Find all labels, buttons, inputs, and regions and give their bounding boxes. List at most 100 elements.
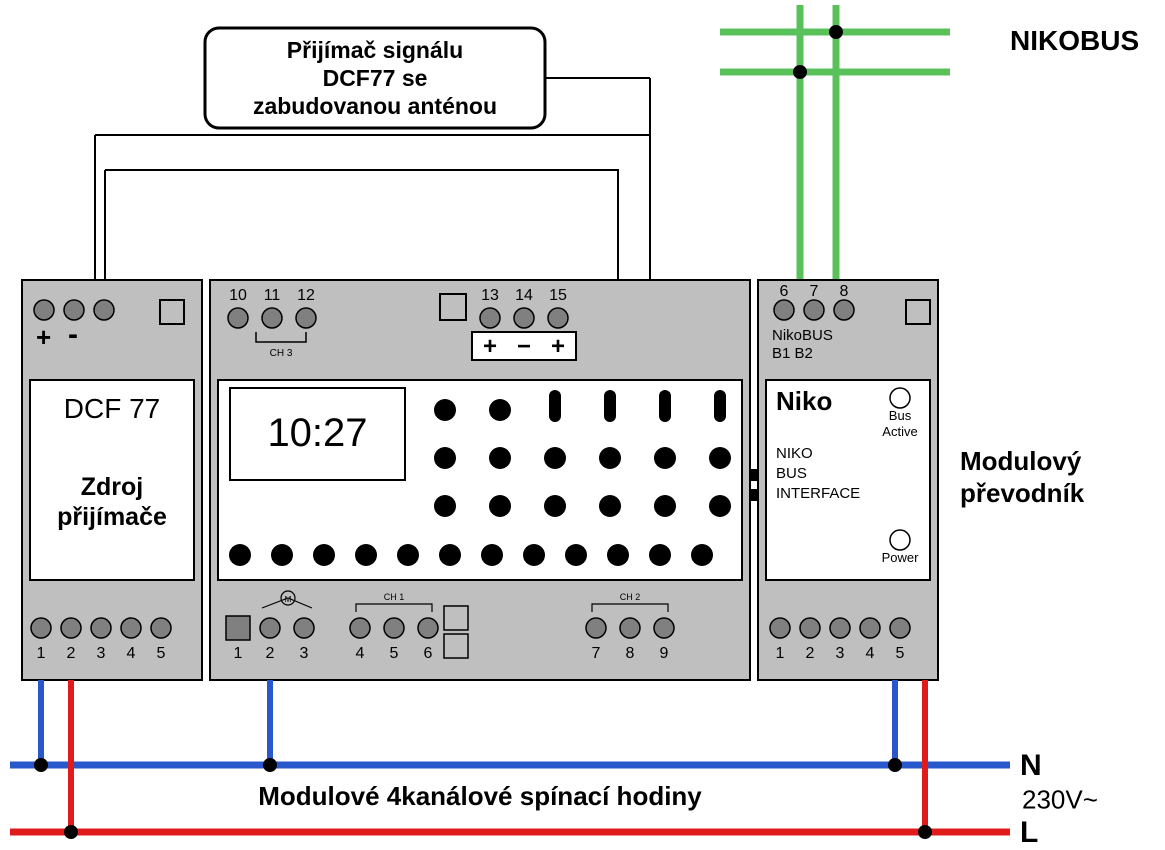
svg-text:5: 5 <box>157 645 166 662</box>
svg-text:CH 2: CH 2 <box>620 592 641 602</box>
svg-text:−: − <box>517 333 531 360</box>
left-top-term-1 <box>64 300 84 320</box>
mid-dotrow-9 <box>607 544 629 566</box>
grid-dot-2-3 <box>599 495 621 517</box>
mid-bot-term-5 <box>384 618 404 638</box>
grid-dot-1-3 <box>599 447 621 469</box>
grid-pill-3 <box>604 390 616 422</box>
svg-text:+: + <box>483 333 497 360</box>
mid-bot-term-8 <box>620 618 640 638</box>
mid-dotrow-8 <box>565 544 587 566</box>
svg-text:1: 1 <box>234 645 243 662</box>
svg-text:14: 14 <box>515 287 533 304</box>
right-top-term-8 <box>834 300 854 320</box>
mid-top-r-term-0 <box>480 308 500 328</box>
grid-dot-0-1 <box>489 399 511 421</box>
grid-pill-2 <box>549 390 561 422</box>
svg-text:15: 15 <box>549 287 567 304</box>
mid-dotrow-10 <box>649 544 671 566</box>
mid-top-r-term-1 <box>514 308 534 328</box>
svg-text:8: 8 <box>840 283 849 300</box>
left-top-term-0 <box>34 300 54 320</box>
nikobus-junction-1 <box>829 25 843 39</box>
svg-text:4: 4 <box>356 645 365 662</box>
left-top-term-2 <box>94 300 114 320</box>
svg-text:7: 7 <box>810 283 819 300</box>
svg-text:3: 3 <box>836 645 845 662</box>
mid-bot-term-2 <box>260 618 280 638</box>
mod-prevodnik-0: Modulový <box>960 446 1082 476</box>
nikobus-junction-2 <box>793 65 807 79</box>
left-bot-term-0 <box>31 618 51 638</box>
svg-text:12: 12 <box>297 287 315 304</box>
right-bot-term-1 <box>770 618 790 638</box>
svg-text:3: 3 <box>300 645 309 662</box>
zdroj-label-0: Zdroj <box>81 473 144 501</box>
grid-dot-1-1 <box>489 447 511 469</box>
led-bus-active <box>890 388 910 408</box>
mid-top-r-term-2 <box>548 308 568 328</box>
mid-top-l-term-0 <box>228 308 248 328</box>
mid-bot-term-6 <box>418 618 438 638</box>
grid-pill-5 <box>714 390 726 422</box>
svg-text:2: 2 <box>67 645 76 662</box>
nikobus-if-2: INTERFACE <box>776 485 860 502</box>
grid-pill-4 <box>659 390 671 422</box>
svg-text:9: 9 <box>660 645 669 662</box>
zdroj-label-1: přijímače <box>57 503 167 531</box>
grid-dot-1-5 <box>709 447 731 469</box>
right-bot-term-4 <box>860 618 880 638</box>
receiver-text-1: DCF77 se <box>323 65 428 91</box>
mid-dotrow-2 <box>313 544 335 566</box>
receiver-text-0: Přijímač signálu <box>287 37 463 63</box>
svg-text:CH 3: CH 3 <box>270 348 293 359</box>
svg-text:NikoBUS: NikoBUS <box>772 327 833 344</box>
left-bot-term-4 <box>151 618 171 638</box>
mid-dotrow-4 <box>397 544 419 566</box>
svg-text:2: 2 <box>806 645 815 662</box>
bottom-title: Modulové 4kanálové spínací hodiny <box>258 781 702 811</box>
svg-text:8: 8 <box>626 645 635 662</box>
mid-dotrow-11 <box>691 544 713 566</box>
left-minus: - <box>68 318 78 351</box>
grid-dot-2-4 <box>654 495 676 517</box>
svg-text:Active: Active <box>882 424 917 439</box>
niko-logo: Niko <box>776 386 832 416</box>
svg-text:5: 5 <box>896 645 905 662</box>
right-bot-term-2 <box>800 618 820 638</box>
svg-text:6: 6 <box>424 645 433 662</box>
svg-text:B1 B2: B1 B2 <box>772 345 813 362</box>
grid-dot-1-0 <box>434 447 456 469</box>
svg-text:10: 10 <box>229 287 247 304</box>
label-L: L <box>1020 816 1038 849</box>
grid-dot-2-0 <box>434 495 456 517</box>
svg-text:Bus: Bus <box>889 408 912 423</box>
svg-text:7: 7 <box>592 645 601 662</box>
grid-dot-2-1 <box>489 495 511 517</box>
svg-text:4: 4 <box>127 645 136 662</box>
right-bot-term-5 <box>890 618 910 638</box>
grid-dot-1-2 <box>544 447 566 469</box>
nikobus-if-1: BUS <box>776 465 807 482</box>
svg-text:4: 4 <box>866 645 875 662</box>
svg-text:Power: Power <box>882 550 920 565</box>
svg-text:5: 5 <box>390 645 399 662</box>
mid-top-l-term-2 <box>296 308 316 328</box>
right-top-term-6 <box>774 300 794 320</box>
label-230v: 230V~ <box>1022 785 1098 815</box>
nikobus-if-0: NIKO <box>776 445 813 462</box>
grid-dot-2-2 <box>544 495 566 517</box>
svg-text:2: 2 <box>266 645 275 662</box>
right-bot-term-3 <box>830 618 850 638</box>
mid-bot-term-7 <box>586 618 606 638</box>
dcf-wire-1 <box>95 135 650 282</box>
svg-text:6: 6 <box>780 283 789 300</box>
label-N: N <box>1020 749 1042 782</box>
svg-text:13: 13 <box>481 287 499 304</box>
left-bot-term-3 <box>121 618 141 638</box>
receiver-text-2: zabudovanou anténou <box>253 93 497 119</box>
left-bot-term-2 <box>91 618 111 638</box>
mid-dotrow-3 <box>355 544 377 566</box>
dcf-wire-3 <box>105 170 618 282</box>
dcf77-label: DCF 77 <box>64 393 160 424</box>
